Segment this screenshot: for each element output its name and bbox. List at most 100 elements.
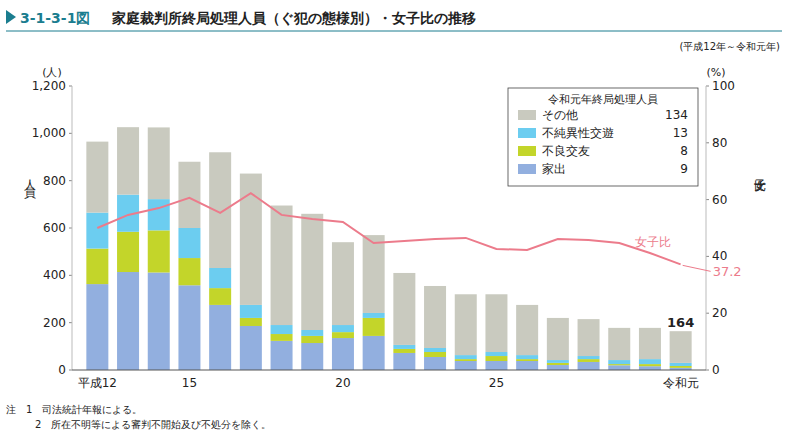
bar-segment bbox=[547, 318, 569, 360]
bar-segment bbox=[178, 258, 200, 285]
legend-label: 家出 bbox=[542, 162, 566, 176]
bar-segment bbox=[117, 127, 139, 194]
y2-tick-label: 20 bbox=[712, 306, 727, 320]
bar-segment bbox=[240, 305, 262, 318]
y-tick-label: 1,000 bbox=[32, 126, 66, 140]
legend-title: 令和元年終局処理人員 bbox=[548, 93, 658, 106]
bar-segment bbox=[148, 199, 170, 230]
bar-segment bbox=[639, 328, 661, 359]
x-tick-label: 25 bbox=[489, 376, 504, 390]
figure-number: 3-1-3-1図 bbox=[20, 10, 90, 26]
legend-swatch bbox=[518, 146, 536, 156]
bar-segment bbox=[670, 366, 692, 368]
bar-segment bbox=[86, 142, 108, 213]
bar-segment bbox=[240, 326, 262, 370]
bar-segment bbox=[578, 319, 600, 356]
bar-segment bbox=[393, 273, 415, 345]
x-tick-label: 平成12 bbox=[78, 376, 117, 390]
bar-segment bbox=[547, 360, 569, 363]
bar-segment bbox=[86, 213, 108, 249]
y2-tick-label: 0 bbox=[712, 363, 720, 377]
bar-segment bbox=[547, 365, 569, 370]
data-label: 37.2 bbox=[713, 264, 742, 279]
bar-segment bbox=[86, 284, 108, 370]
legend-box bbox=[508, 88, 698, 186]
bar-segment bbox=[240, 318, 262, 326]
bar-segment bbox=[363, 318, 385, 336]
bar-segment bbox=[148, 127, 170, 199]
x-tick-label: 令和元 bbox=[663, 376, 699, 390]
bar-segment bbox=[301, 214, 323, 330]
bar-segment bbox=[455, 294, 477, 355]
legend-swatch bbox=[518, 128, 536, 138]
legend-label: その他 bbox=[542, 108, 578, 122]
legend-label: 不純異性交遊 bbox=[542, 126, 614, 140]
x-axis bbox=[72, 370, 706, 371]
y-tick-label: 800 bbox=[43, 174, 66, 188]
y2-label: 女子比 bbox=[754, 179, 766, 192]
bar-segment bbox=[301, 343, 323, 370]
legend: 令和元年終局処理人員その他134不純異性交遊13不良交友8家出9 bbox=[508, 88, 698, 186]
bar-segment bbox=[455, 355, 477, 359]
bar-segment bbox=[117, 232, 139, 272]
y-tick-label: 600 bbox=[43, 221, 66, 235]
bar-segment bbox=[209, 268, 231, 288]
note: 2 所在不明等による審判不開始及び不処分を除く。 bbox=[35, 419, 271, 430]
bar-segment bbox=[363, 336, 385, 370]
y-tick-label: 200 bbox=[43, 316, 66, 330]
bar-segment bbox=[485, 356, 507, 361]
bar-segment bbox=[117, 272, 139, 370]
line-name-label: 女子比 bbox=[635, 235, 671, 249]
chart-root: 3-1-3-1図 家庭裁判所終局処理人員（ぐ犯の態様別）・女子比の推移 (平成12年… bbox=[0, 0, 788, 443]
y-axis bbox=[72, 86, 73, 370]
bar-segment bbox=[516, 305, 538, 355]
bar-segment bbox=[393, 349, 415, 353]
bar-segment bbox=[363, 313, 385, 318]
bar-segment bbox=[639, 366, 661, 370]
subtitle: (平成12年～令和元年) bbox=[679, 41, 780, 52]
bar-segment bbox=[516, 355, 538, 359]
header-marker bbox=[6, 10, 16, 24]
bar-segment bbox=[639, 359, 661, 364]
header-rule bbox=[6, 31, 782, 32]
bar-segment bbox=[393, 345, 415, 349]
y-tick-label: 1,200 bbox=[32, 79, 66, 93]
bar-segment bbox=[393, 353, 415, 370]
bar-segment bbox=[455, 359, 477, 361]
bar-segment bbox=[332, 332, 354, 338]
label-leader bbox=[683, 265, 711, 271]
bar-segment bbox=[424, 348, 446, 352]
bar-segment bbox=[516, 361, 538, 370]
note: 注 1 司法統計年報による。 bbox=[6, 404, 142, 415]
y-label: 人員 bbox=[23, 170, 37, 199]
title: 家庭裁判所終局処理人員（ぐ犯の態様別）・女子比の推移 bbox=[111, 10, 476, 26]
bar-segment bbox=[301, 336, 323, 343]
bar-segment bbox=[485, 294, 507, 352]
bar-segment bbox=[332, 325, 354, 332]
bar-segment bbox=[578, 356, 600, 359]
bar-segment bbox=[424, 286, 446, 348]
bar-segment bbox=[178, 228, 200, 258]
bar-segment bbox=[178, 162, 200, 228]
legend-value: 13 bbox=[673, 126, 688, 140]
bar-segment bbox=[178, 285, 200, 370]
x-tick-label: 20 bbox=[335, 376, 350, 390]
y-unit: (人) bbox=[42, 66, 62, 79]
bar-segment bbox=[455, 361, 477, 370]
legend-swatch bbox=[518, 164, 536, 174]
legend-swatch bbox=[518, 110, 536, 120]
y2-tick-label: 60 bbox=[712, 193, 727, 207]
bar-segment bbox=[271, 325, 293, 334]
bar-segment bbox=[608, 360, 630, 364]
bar-segment bbox=[424, 357, 446, 370]
y2-axis bbox=[706, 86, 707, 370]
bar-segment bbox=[209, 305, 231, 370]
bar-segment bbox=[578, 362, 600, 370]
bar-segment bbox=[516, 359, 538, 361]
bar-segment bbox=[271, 341, 293, 370]
y-tick-label: 0 bbox=[58, 363, 66, 377]
y2-unit: (%) bbox=[706, 66, 725, 79]
y2-tick-label: 40 bbox=[712, 249, 727, 263]
bar-segment bbox=[670, 331, 692, 363]
line-series bbox=[97, 193, 680, 264]
